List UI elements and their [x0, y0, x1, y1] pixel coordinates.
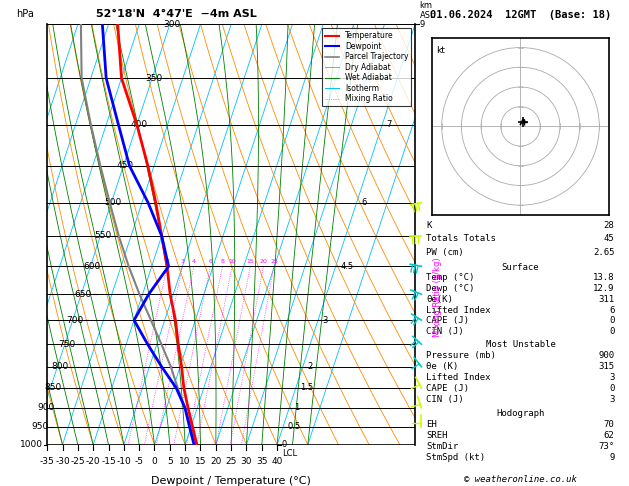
Text: 15: 15 [195, 457, 206, 466]
Text: EH: EH [426, 420, 437, 429]
Text: 700: 700 [66, 315, 84, 325]
Text: SREH: SREH [426, 431, 448, 440]
Text: 0: 0 [282, 440, 287, 449]
Text: 0.5: 0.5 [287, 422, 301, 431]
Text: 28: 28 [604, 221, 615, 229]
Text: -25: -25 [70, 457, 85, 466]
Text: CAPE (J): CAPE (J) [426, 316, 469, 326]
Text: Mixing Ratio (g/kg): Mixing Ratio (g/kg) [433, 258, 442, 337]
Text: 650: 650 [75, 290, 92, 299]
Text: 6: 6 [609, 306, 615, 314]
Text: 3: 3 [323, 315, 328, 325]
Text: 25: 25 [270, 259, 278, 264]
Text: -35: -35 [40, 457, 55, 466]
Text: Dewpoint / Temperature (°C): Dewpoint / Temperature (°C) [151, 476, 311, 486]
Text: 9: 9 [609, 453, 615, 462]
Text: 6: 6 [208, 259, 212, 264]
Text: 20: 20 [210, 457, 221, 466]
Text: 8: 8 [221, 259, 225, 264]
Text: 0: 0 [152, 457, 157, 466]
Text: Surface: Surface [502, 262, 539, 272]
Text: 3: 3 [181, 259, 184, 264]
Text: -10: -10 [116, 457, 131, 466]
Text: 3: 3 [609, 373, 615, 382]
Text: 315: 315 [598, 363, 615, 371]
Text: θe (K): θe (K) [426, 363, 459, 371]
Text: 900: 900 [37, 403, 55, 413]
Text: 400: 400 [130, 120, 148, 129]
Text: 2: 2 [165, 259, 169, 264]
Legend: Temperature, Dewpoint, Parcel Trajectory, Dry Adiabat, Wet Adiabat, Isotherm, Mi: Temperature, Dewpoint, Parcel Trajectory… [322, 28, 411, 106]
Text: -5: -5 [135, 457, 143, 466]
Text: 7: 7 [387, 120, 392, 129]
Text: PW (cm): PW (cm) [426, 248, 464, 257]
Text: 4: 4 [192, 259, 196, 264]
Text: StmDir: StmDir [426, 442, 459, 451]
Text: 311: 311 [598, 295, 615, 304]
Text: 900: 900 [598, 351, 615, 361]
Text: © weatheronline.co.uk: © weatheronline.co.uk [464, 474, 577, 484]
Text: 20: 20 [260, 259, 267, 264]
Text: 2.65: 2.65 [593, 248, 615, 257]
Text: 300: 300 [164, 20, 181, 29]
Text: 1: 1 [294, 403, 299, 413]
Text: 10: 10 [228, 259, 236, 264]
Text: 0: 0 [609, 384, 615, 393]
Text: LCL: LCL [282, 449, 297, 458]
Text: 750: 750 [58, 340, 75, 349]
Text: StmSpd (kt): StmSpd (kt) [426, 453, 486, 462]
Text: Temp (°C): Temp (°C) [426, 273, 475, 282]
Text: 15: 15 [247, 259, 254, 264]
Text: 2: 2 [308, 362, 313, 371]
Text: 62: 62 [604, 431, 615, 440]
Text: 950: 950 [31, 422, 48, 431]
Text: 45: 45 [604, 234, 615, 243]
Text: 01.06.2024  12GMT  (Base: 18): 01.06.2024 12GMT (Base: 18) [430, 10, 611, 20]
Text: θe(K): θe(K) [426, 295, 454, 304]
Text: 40: 40 [272, 457, 283, 466]
Text: CIN (J): CIN (J) [426, 327, 464, 336]
Text: 800: 800 [51, 362, 68, 371]
Text: 13.8: 13.8 [593, 273, 615, 282]
Text: Most Unstable: Most Unstable [486, 341, 555, 349]
Text: 25: 25 [225, 457, 237, 466]
Text: 35: 35 [256, 457, 267, 466]
Text: 350: 350 [146, 73, 163, 83]
Text: hPa: hPa [16, 9, 33, 19]
Text: 600: 600 [84, 262, 101, 271]
Text: Totals Totals: Totals Totals [426, 234, 496, 243]
Text: CAPE (J): CAPE (J) [426, 384, 469, 393]
Text: Pressure (mb): Pressure (mb) [426, 351, 496, 361]
Text: 70: 70 [604, 420, 615, 429]
Text: kt: kt [436, 46, 445, 54]
Text: -30: -30 [55, 457, 70, 466]
Text: 5: 5 [167, 457, 173, 466]
Text: -20: -20 [86, 457, 101, 466]
Text: -15: -15 [101, 457, 116, 466]
Text: 9: 9 [420, 20, 425, 29]
Text: 73°: 73° [598, 442, 615, 451]
Text: CIN (J): CIN (J) [426, 395, 464, 404]
Text: 6: 6 [361, 198, 367, 207]
Text: Lifted Index: Lifted Index [426, 306, 491, 314]
Text: 1000: 1000 [19, 440, 43, 449]
Text: 12.9: 12.9 [593, 284, 615, 293]
Text: Dewp (°C): Dewp (°C) [426, 284, 475, 293]
Text: 52°18'N  4°47'E  −4m ASL: 52°18'N 4°47'E −4m ASL [96, 9, 257, 19]
Text: 4.5: 4.5 [340, 262, 353, 271]
Text: km
ASL: km ASL [420, 0, 435, 20]
Text: 500: 500 [105, 198, 122, 207]
Text: 850: 850 [44, 383, 61, 392]
Text: 0: 0 [609, 316, 615, 326]
Text: K: K [426, 221, 432, 229]
Text: 10: 10 [179, 457, 191, 466]
Text: 550: 550 [94, 231, 111, 241]
Text: 1.5: 1.5 [301, 383, 313, 392]
Text: Hodograph: Hodograph [496, 409, 545, 417]
Text: 3: 3 [609, 395, 615, 404]
Text: 0: 0 [609, 327, 615, 336]
Text: 30: 30 [241, 457, 252, 466]
Text: 450: 450 [117, 161, 134, 171]
Text: Lifted Index: Lifted Index [426, 373, 491, 382]
